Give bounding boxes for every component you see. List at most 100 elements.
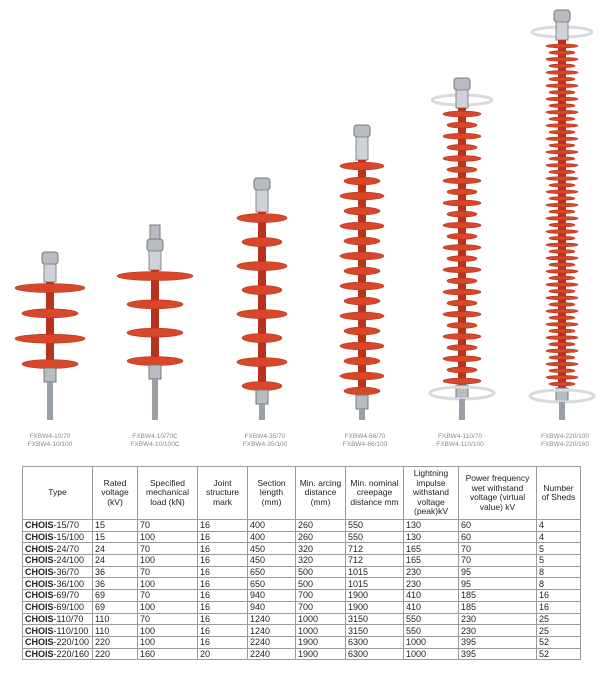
core-rod [151,270,159,365]
shed [241,333,283,343]
shed [446,210,478,218]
type-suffix: -220/100 [53,637,90,648]
table-cell: 16 [197,565,248,579]
table-cell: 1015 [345,565,404,579]
table-cell: 2240 [247,635,296,649]
shed [545,362,579,367]
type-suffix: -15/70 [53,520,80,531]
shed [343,356,381,366]
shed [446,255,478,262]
type-prefix: CHOIS [25,625,54,636]
shed [545,110,579,115]
shed [545,269,579,274]
shed [339,311,385,321]
shed [545,335,579,340]
table-cell: 52 [536,647,581,661]
type-suffix: -110/70 [53,613,84,624]
table-cell: 1000 [403,635,459,649]
bottom-stud [47,382,53,420]
shed [545,176,579,181]
shed [548,368,576,373]
shed [548,156,576,161]
table-cell: 550 [345,530,404,544]
shed [548,355,576,360]
table-cell: 410 [403,589,459,602]
type-cell: CHOIS-110/70 [22,612,93,626]
table-cell: 60 [458,519,537,532]
type-suffix: -15/100 [53,532,85,543]
shed [548,328,576,334]
column-header: Specified mechanical load (kN) [137,466,198,520]
shed [446,121,478,129]
type-cell: CHOIS-36/70 [22,565,93,579]
bottom-stud [259,404,265,420]
shed [548,209,576,214]
shed [545,123,579,128]
top-fitting-neck [355,136,369,161]
table-cell: 1000 [295,624,346,637]
table-cell: 110 [92,612,138,626]
top-fitting-neck [43,263,57,283]
table-cell: 24 [92,542,138,556]
type-suffix: -69/70 [53,590,80,601]
table-cell: 20 [197,647,248,661]
insulator-caption: FXBW4-220/100 FXBW4-220/160 [540,433,590,448]
table-cell: 16 [197,542,248,556]
table-cell: 130 [403,519,459,532]
shed [548,275,576,281]
shed [545,375,579,380]
type-suffix: -36/100 [53,578,85,589]
table-cell: 16 [197,600,248,614]
shed [545,348,579,353]
shed [548,289,576,294]
table-cell: 110 [92,624,138,637]
insulator-caption: FXBW4-110/70 FXBW4-110/100 [436,433,484,448]
shed [442,110,482,118]
shed [446,366,478,374]
shed [446,344,478,351]
insulator-caption: FXBW4-10/70C FXBW4-10/100C [130,433,180,448]
shed [545,96,579,102]
table-cell: 450 [247,554,296,567]
table-cell: 550 [403,612,459,626]
top-fitting-neck [555,21,569,41]
table-cell: 4 [536,519,581,532]
type-prefix: CHOIS [25,567,54,578]
table-header-row: Type Rated voltage (kV) Specified mechan… [22,466,581,520]
table-cell: 1900 [295,647,346,661]
type-suffix: -69/100 [53,602,85,613]
table-cell: 24 [92,554,138,567]
type-prefix: CHOIS [25,613,54,624]
table-cell: 100 [137,577,198,591]
shed [545,163,579,168]
table-cell: 1900 [345,589,404,602]
table-cell: 16 [197,519,248,532]
table-row: CHOIS-220/160 220 160 20 2240 1900 6300 1000 395… [22,647,581,661]
table-cell: 16 [197,577,248,591]
shed [446,277,478,285]
table-cell: 260 [295,530,346,544]
type-prefix: CHOIS [25,520,54,531]
table-cell: 8 [536,577,581,591]
table-cell: 165 [403,542,459,556]
shed [548,169,576,175]
table-cell: 230 [403,577,459,591]
table-cell: 650 [247,577,296,591]
shed [545,255,579,261]
table-row: CHOIS-24/70 24 70 16 450 320 712 165 70 5 [22,542,581,556]
shed [548,116,576,121]
bottom-stud [359,409,365,420]
top-fitting [253,177,271,191]
table-cell: 70 [137,589,198,602]
shed [545,149,579,155]
table-cell: 70 [137,565,198,579]
table-cell: 500 [295,577,346,591]
shed [545,322,579,327]
type-cell: CHOIS-110/100 [22,624,93,637]
core-rod [46,282,54,368]
shed [446,144,478,151]
table-cell: 940 [247,600,296,614]
table-cell: 550 [403,624,459,637]
table-cell: 220 [92,635,138,649]
table-cell: 52 [536,635,581,649]
